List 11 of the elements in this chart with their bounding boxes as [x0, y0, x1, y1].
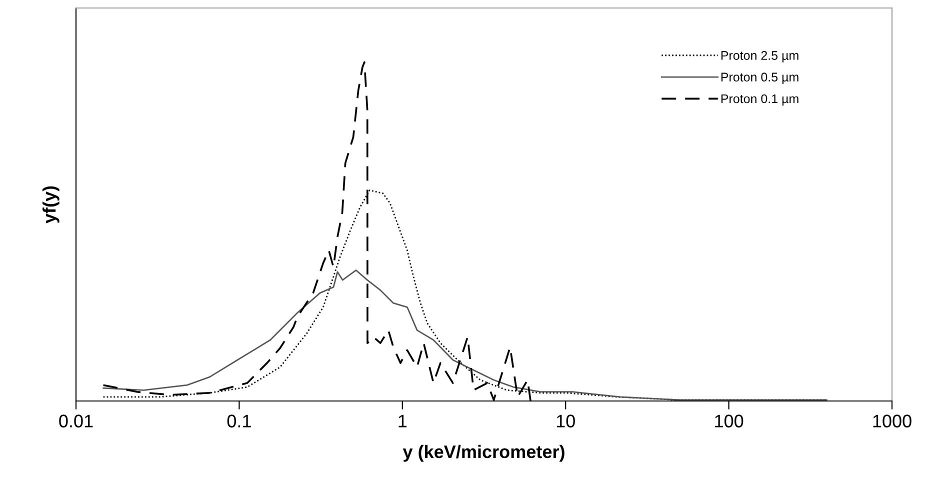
- x-tick-label: 1: [398, 414, 407, 428]
- legend-label: Proton 0.5 µm: [721, 72, 798, 84]
- x-tick-label: 100: [715, 414, 744, 428]
- x-tick-label: 0.01: [59, 414, 93, 428]
- x-tick-label: 10: [556, 414, 575, 428]
- x-tick-label: 1000: [873, 414, 912, 428]
- x-axis-title: y (keV/micrometer): [402, 444, 564, 462]
- x-tick-label: 0.1: [227, 414, 251, 428]
- legend-label: Proton 2.5 µm: [721, 51, 798, 62]
- legend-label: Proton 0.1 µm: [721, 94, 798, 106]
- y-axis-title: yf(y): [42, 186, 60, 224]
